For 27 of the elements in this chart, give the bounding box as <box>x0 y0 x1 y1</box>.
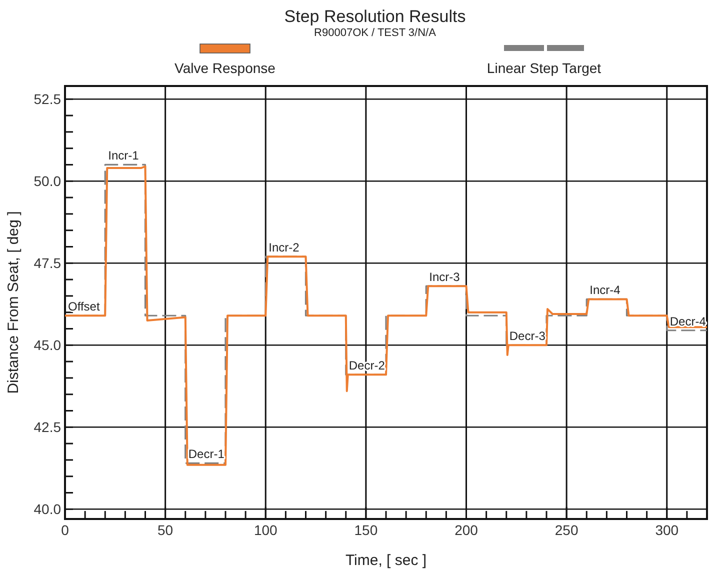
chart-subtitle: R90007OK / TEST 3/N/A <box>314 27 437 39</box>
x-tick-label: 300 <box>655 522 679 538</box>
annotation: Incr-4 <box>590 283 621 298</box>
annotation: Offset <box>68 300 100 314</box>
legend-label: Valve Response <box>174 60 276 76</box>
annotation: Incr-3 <box>429 270 460 284</box>
annotation: Incr-1 <box>108 148 140 163</box>
chart-title: Step Resolution Results <box>284 7 466 26</box>
x-tick-label: 200 <box>454 522 478 538</box>
y-tick-label: 47.5 <box>34 255 62 272</box>
y-tick-label: 42.5 <box>34 419 62 436</box>
y-tick-label: 52.5 <box>34 91 62 108</box>
y-axis-title: Distance From Seat, [ deg ] <box>5 211 22 394</box>
x-axis-title: Time, [ sec ] <box>345 552 427 569</box>
y-tick-label: 40.0 <box>34 501 62 518</box>
annotation: Incr-2 <box>268 240 300 255</box>
y-tick-label: 50.0 <box>34 173 62 190</box>
legend-label: Linear Step Target <box>486 60 602 76</box>
y-tick-label: 45.0 <box>34 337 62 354</box>
x-tick-label: 50 <box>158 522 174 538</box>
x-tick-label: 0 <box>61 522 70 538</box>
annotation: Decr-1 <box>188 447 225 462</box>
x-tick-label: 100 <box>254 522 278 538</box>
annotation: Decr-3 <box>509 329 546 344</box>
x-tick-label: 150 <box>354 522 378 538</box>
x-tick-label: 250 <box>554 522 578 538</box>
annotation: Decr-4 <box>670 314 706 328</box>
